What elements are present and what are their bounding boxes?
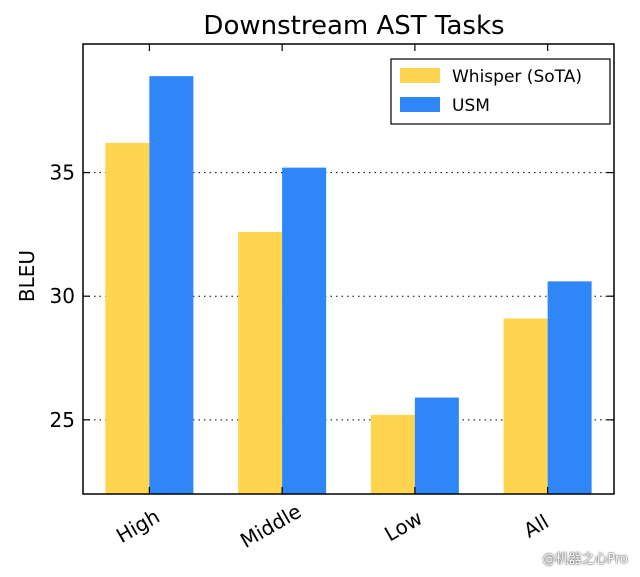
legend-swatch-whisper xyxy=(400,68,440,83)
x-tick-label: High xyxy=(112,504,164,548)
bar-usm-middle xyxy=(282,167,327,494)
x-tick-label: All xyxy=(519,509,552,542)
x-tick-label: Middle xyxy=(236,499,305,553)
x-tick-label: Low xyxy=(380,506,426,546)
plot-area-frame xyxy=(82,43,615,495)
y-tick-label: 25 xyxy=(50,408,75,432)
bar-usm-low xyxy=(414,397,459,494)
y-tick-label: 35 xyxy=(50,161,75,185)
bar-whisper-sota-high xyxy=(105,142,150,494)
bar-usm-high xyxy=(149,76,194,495)
legend-swatch-usm xyxy=(400,97,440,112)
bar-usm-all xyxy=(547,281,592,494)
y-axis-label: BLEU xyxy=(15,250,39,302)
chart-title: Downstream AST Tasks xyxy=(203,11,504,41)
legend-label-whisper: Whisper (SoTA) xyxy=(452,67,582,87)
watermark: @机器之心Pro xyxy=(542,552,628,567)
bar-whisper-sota-low xyxy=(370,414,415,494)
bar-whisper-sota-middle xyxy=(238,231,283,494)
y-tick-label: 30 xyxy=(50,284,75,308)
legend-label-usm: USM xyxy=(452,96,490,116)
legend: Whisper (SoTA) USM xyxy=(390,58,611,125)
bars xyxy=(105,76,592,495)
bar-whisper-sota-all xyxy=(503,318,548,494)
